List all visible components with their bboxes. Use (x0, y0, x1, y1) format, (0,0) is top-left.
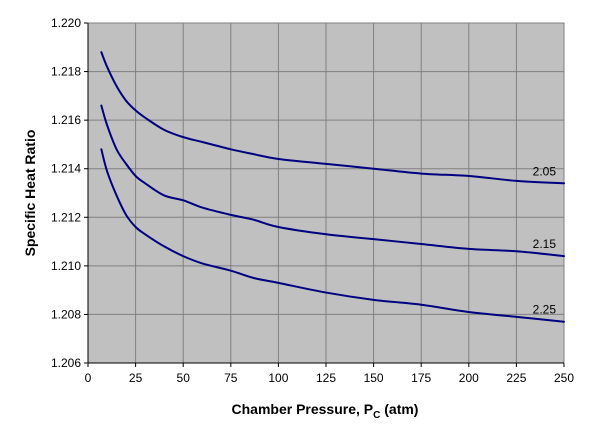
y-tick-label: 1.206 (51, 356, 81, 370)
axes: 0 25 50 75 100 125 150 175 200 225 250 1.206 1.208 1.… (51, 16, 574, 385)
x-tick-label: 200 (459, 371, 479, 385)
series-line-2-25 (100, 148, 565, 323)
x-tick-label: 125 (316, 371, 336, 385)
y-tick-label: 1.208 (51, 307, 81, 321)
y-tick-label: 1.212 (51, 210, 81, 224)
x-tick-label: 100 (268, 371, 288, 385)
y-tick-label: 1.214 (51, 162, 81, 176)
series-label-2-15: 2.15 (533, 237, 557, 251)
y-tick-label: 1.218 (51, 65, 81, 79)
y-axis-title: Specific Heat Ratio (22, 130, 38, 257)
x-tick-label: 225 (506, 371, 526, 385)
x-tick-label: 25 (129, 371, 143, 385)
series-labels: 2.05 2.15 2.25 (533, 164, 557, 316)
x-tick-label: 250 (554, 371, 574, 385)
series-label-2-05: 2.05 (533, 164, 557, 178)
x-tick-label: 50 (177, 371, 191, 385)
series-line-2-15 (100, 104, 565, 258)
x-tick-label: 175 (411, 371, 431, 385)
x-tick-label: 75 (224, 371, 238, 385)
x-axis-title-suffix: (atm) (380, 401, 418, 417)
x-tick-label: 150 (364, 371, 384, 385)
y-tick-label: 1.210 (51, 259, 81, 273)
series-line-2-05 (100, 51, 565, 185)
x-axis-title-subscript: C (373, 410, 380, 421)
series-label-2-25: 2.25 (533, 303, 557, 317)
y-tick-label: 1.220 (51, 16, 81, 30)
series-lines (100, 51, 565, 323)
x-axis-title-main: Chamber Pressure, P (232, 401, 374, 417)
y-tick-label: 1.216 (51, 113, 81, 127)
x-axis-title: Chamber Pressure, PC (atm) (232, 401, 419, 421)
x-tick-label: 0 (85, 371, 92, 385)
